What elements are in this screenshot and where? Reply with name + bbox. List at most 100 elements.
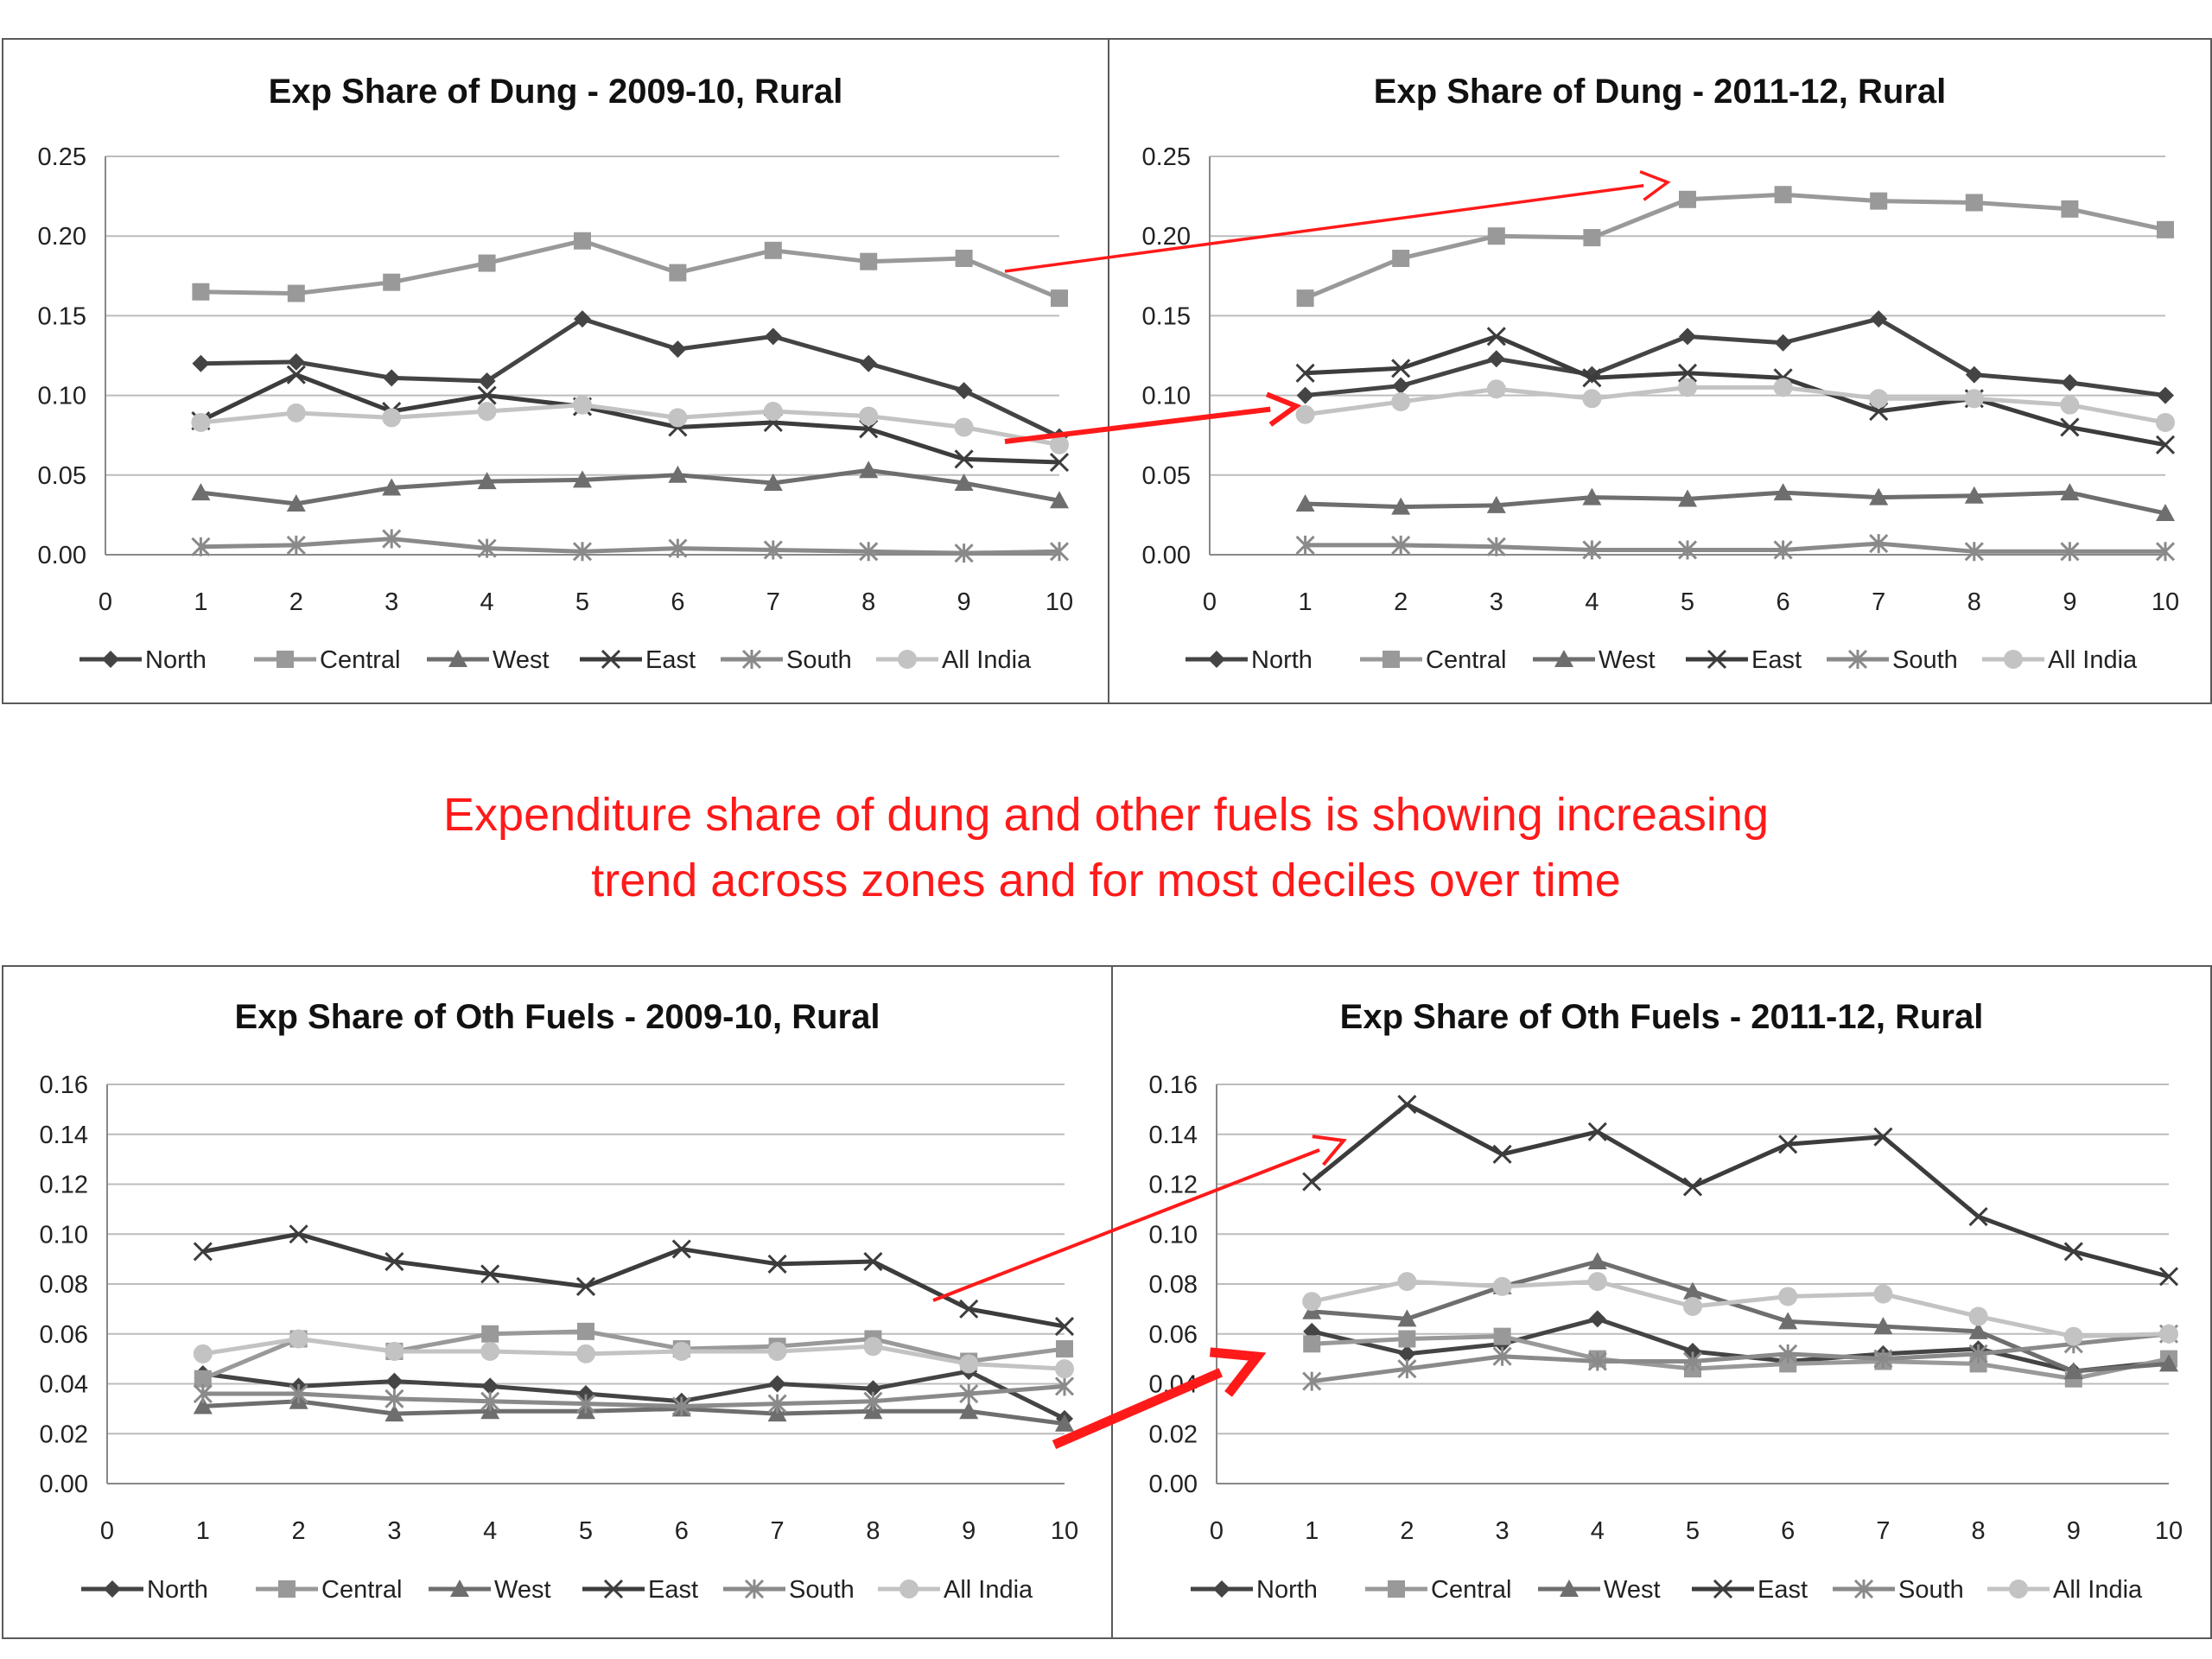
x-tick-label: 9 (957, 588, 971, 616)
series-central (192, 232, 1068, 308)
legend-item-all-india: All India (1987, 1576, 2143, 1604)
data-point (1774, 186, 1792, 204)
x-tick-label: 2 (1400, 1517, 1414, 1545)
data-point (191, 483, 211, 501)
series-line (200, 372, 1060, 465)
legend-item-west: West (1538, 1576, 1661, 1604)
x-tick-label: 0 (1203, 588, 1217, 616)
data-point (864, 1380, 882, 1398)
data-point (480, 1391, 500, 1411)
data-point (764, 241, 782, 259)
legend-label: North (147, 1576, 208, 1604)
data-point (1968, 1206, 1988, 1227)
data-point (1049, 452, 1070, 473)
data-point (1968, 1306, 1988, 1326)
data-point (289, 1224, 308, 1244)
legend-item-central: Central (1365, 1576, 1512, 1604)
data-point (2157, 386, 2174, 404)
series-west (1302, 1252, 2178, 1380)
data-point (1295, 404, 1315, 424)
data-point (1582, 540, 1602, 560)
series-line (1304, 192, 2166, 301)
x-tick-label: 5 (579, 1517, 593, 1545)
chart-svg: 0.00 0.05 0.10 0.15 0.20 0.25 0 1 2 3 4 5 6 7 8 9 10 Nort… (38, 143, 1074, 674)
y-tick-label: 0.25 (1142, 143, 1191, 171)
data-point (194, 1370, 212, 1388)
chart-panel-dung-2011: Exp Share of Dung - 2011-12, Rural 0.00 0… (1108, 38, 2212, 704)
y-tick-label: 0.16 (40, 1071, 88, 1099)
legend-item-west: West (427, 646, 550, 674)
data-point (763, 402, 783, 422)
x-tick-label: 6 (671, 588, 684, 616)
legend-label: West (1599, 646, 1656, 674)
data-point (959, 1383, 979, 1404)
data-point (669, 340, 687, 359)
data-point (1056, 1340, 1073, 1358)
x-tick-label: 8 (861, 588, 875, 616)
legend-marker (1382, 651, 1400, 668)
series-all-india (193, 1329, 1074, 1379)
data-point (859, 406, 879, 426)
series-west (1295, 483, 2175, 522)
data-point (1303, 1322, 1321, 1340)
data-point (767, 1394, 787, 1414)
data-point (1587, 1252, 1607, 1270)
data-point (1391, 391, 1411, 411)
chart-title: Exp Share of Oth Fuels - 2009-10, Rural (234, 998, 880, 1036)
data-point (1869, 389, 1889, 409)
legend-item-all-india: All India (1982, 646, 2138, 674)
data-point (1049, 542, 1070, 562)
data-point (669, 264, 687, 282)
data-point (287, 353, 305, 371)
data-point (863, 1337, 883, 1357)
legend-item-north: North (1185, 646, 1313, 674)
data-point (1391, 535, 1411, 555)
data-point (1873, 1284, 1893, 1304)
data-point (1397, 1272, 1417, 1292)
x-tick-label: 9 (2063, 588, 2076, 616)
x-tick-label: 2 (289, 588, 303, 616)
series-all-india (191, 395, 1069, 454)
legend-label: North (1251, 646, 1313, 674)
data-point (1486, 379, 1506, 399)
legend-item-central: Central (1360, 646, 1507, 674)
data-point (668, 465, 688, 483)
legend-label: East (1758, 1576, 1808, 1604)
data-point (1678, 489, 1697, 507)
legend-item-all-india: All India (876, 646, 1032, 674)
legend-marker (744, 1579, 765, 1599)
data-point (1683, 1281, 1702, 1300)
legend-label: South (789, 1576, 855, 1604)
legend-item-north: North (1191, 1576, 1318, 1604)
legend-label: All India (944, 1576, 1033, 1604)
legend-marker (898, 650, 917, 669)
chart-svg: 0.00 0.02 0.04 0.06 0.08 0.10 0.12 0.14 0.16 0 1 2 3… (1149, 1071, 2183, 1604)
y-tick-label: 0.00 (38, 542, 86, 569)
data-point (2063, 1362, 2083, 1380)
data-point (1392, 377, 1410, 395)
x-tick-label: 6 (1781, 1517, 1795, 1545)
data-point (1492, 1276, 1512, 1296)
callout-line-2: trend across zones and for most deciles … (591, 855, 1621, 906)
data-point (478, 254, 496, 272)
legend-marker (448, 650, 467, 667)
data-point (480, 1341, 500, 1361)
data-point (2156, 504, 2175, 522)
data-point (383, 369, 401, 387)
data-point (385, 1251, 404, 1272)
data-point (577, 1385, 594, 1403)
x-tick-label: 6 (675, 1517, 689, 1545)
data-point (1295, 535, 1315, 555)
data-point (574, 310, 591, 328)
legend-item-all-india: All India (878, 1576, 1033, 1604)
data-point (2157, 220, 2174, 238)
legend-marker (899, 1580, 918, 1599)
data-point (1965, 365, 1983, 384)
x-tick-label: 0 (1210, 1517, 1224, 1545)
data-point (2158, 1267, 2179, 1287)
x-tick-label: 5 (1681, 588, 1694, 616)
series-south (191, 529, 1070, 563)
data-point (2060, 395, 2080, 415)
data-point (575, 1394, 596, 1414)
data-point (1295, 363, 1315, 383)
